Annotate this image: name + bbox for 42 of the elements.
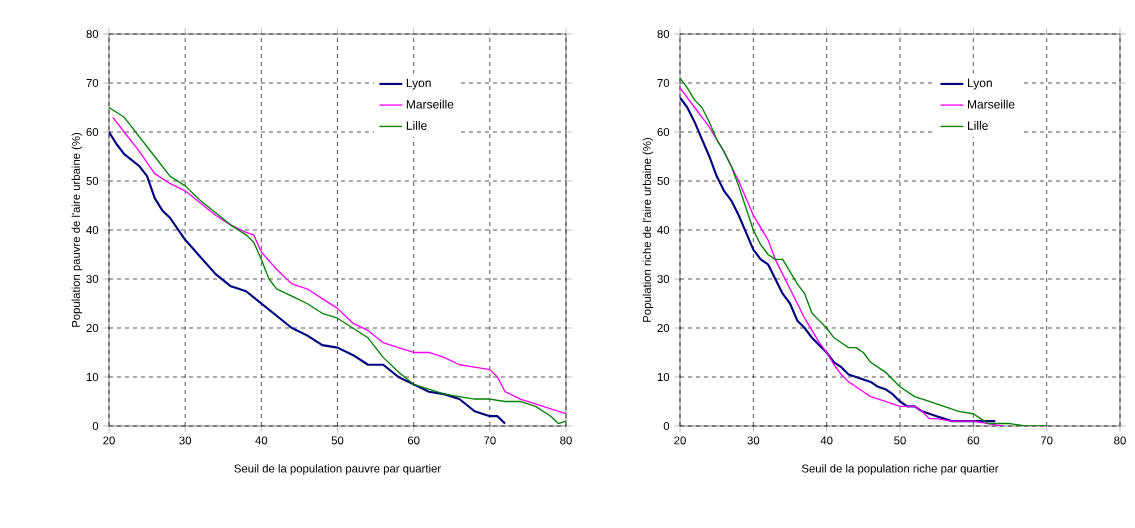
x-tick-label: 80: [1114, 436, 1126, 445]
y-tick-label: 70: [86, 79, 99, 87]
y-tick-label: 60: [657, 127, 670, 136]
y-tick-label: 30: [657, 274, 670, 283]
y-tick-label: 40: [657, 225, 670, 234]
y-tick-label: 10: [86, 372, 99, 381]
y-axis-title: Population riche de l'aire urbaine (%): [642, 138, 654, 322]
legend-label: Lille: [406, 121, 427, 130]
x-axis-title: Seuil de la population pauvre par quartier: [234, 464, 441, 475]
legend-label: Lyon: [406, 78, 431, 90]
y-axis-title: Population pauvre de l'aire urbaine (%): [71, 132, 83, 327]
x-axis-title: Seuil de la population riche par quartier: [801, 464, 999, 475]
x-tick-label: 70: [484, 436, 496, 445]
y-tick-label: 70: [657, 79, 670, 87]
y-tick-label: 10: [657, 372, 670, 381]
x-tick-label: 40: [820, 436, 833, 445]
y-tick-label: 0: [92, 421, 99, 430]
y-tick-label: 50: [657, 176, 670, 185]
x-tick-label: 50: [894, 436, 906, 445]
x-tick-label: 30: [179, 436, 192, 445]
y-tick-label: 20: [86, 323, 99, 332]
x-tick-label: 30: [747, 436, 760, 445]
x-tick-label: 70: [1040, 436, 1053, 445]
x-tick-label: 60: [407, 436, 420, 445]
y-tick-label: 40: [86, 225, 99, 234]
x-tick-label: 60: [967, 436, 980, 445]
x-tick-label: 50: [331, 436, 344, 445]
y-tick-label: 30: [86, 274, 99, 283]
y-tick-label: 60: [86, 127, 99, 136]
y-tick-label: 80: [86, 30, 99, 39]
legend-label: Marseille: [968, 99, 1015, 109]
y-tick-label: 80: [657, 30, 670, 39]
x-tick-label: 40: [255, 436, 268, 445]
legend-label: Lyon: [968, 78, 992, 90]
x-tick-label: 20: [674, 436, 686, 445]
y-tick-label: 50: [86, 176, 99, 185]
legend-label: Lille: [968, 121, 988, 130]
y-tick-label: 0: [663, 421, 670, 430]
y-tick-label: 20: [657, 323, 670, 332]
legend-label: Marseille: [406, 99, 454, 109]
x-tick-label: 20: [103, 436, 115, 445]
x-tick-label: 80: [560, 436, 572, 445]
